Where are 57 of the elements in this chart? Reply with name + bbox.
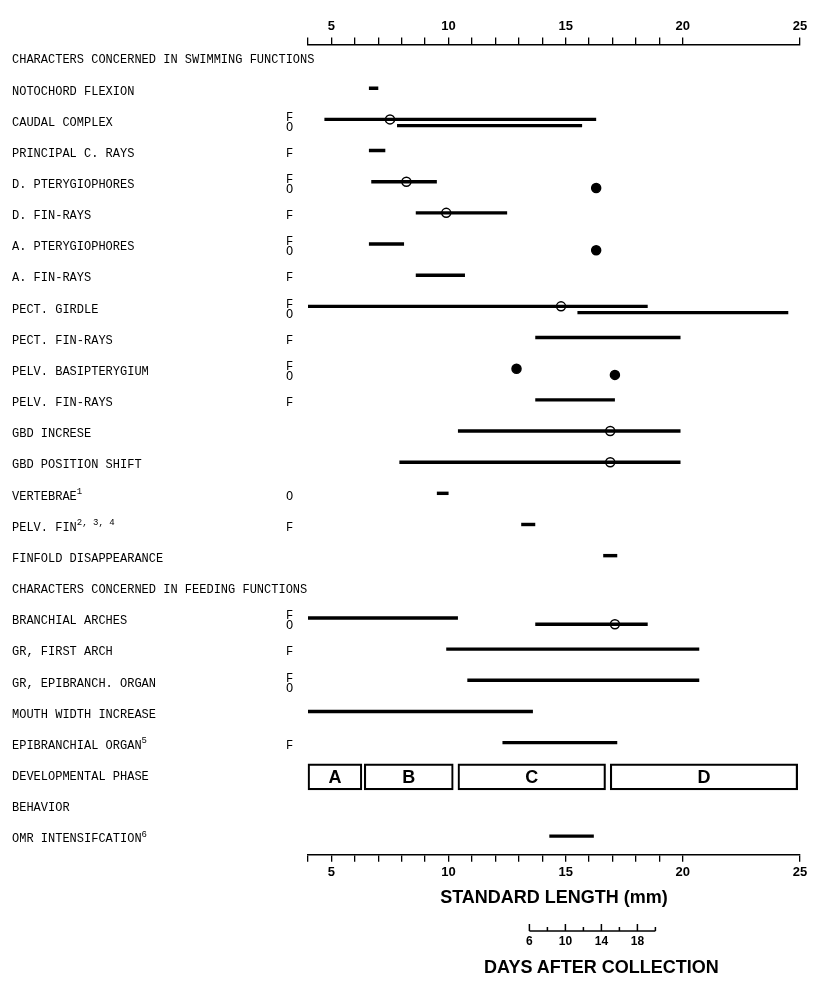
y-tick-label: DEVELOPMENTAL PHASE [12,770,149,785]
y2-tick-label: F O [286,671,294,696]
text: 14 [594,934,609,949]
y2-tick-label: F [286,209,294,224]
x-tick-label: 20 [675,864,691,880]
y-tick-label: BEHAVIOR [12,801,70,816]
text: 18 [630,934,645,949]
y-tick-label: A. FIN-RAYS [12,271,92,286]
x-tick-label: 5 [327,864,336,880]
y-tick-label: D. PTERYGIOPHORES [12,178,135,192]
y-tick-label: CHARACTERS CONCERNED IN SWIMMING FUNCTIONS [12,53,315,68]
data-label: B [402,766,416,787]
y-tick-label: A. PTERYGIOPHORES [12,240,135,255]
x-tick-label: 15 [558,864,573,880]
y2-tick-label: F [286,146,294,161]
y-tick-label: PRINCIPAL C. RAYS [12,146,135,161]
text: DAYS AFTER COLLECTION [484,956,719,977]
y-tick-label: FINFOLD DISAPPEARANCE [12,551,164,566]
x2-tick-label: 20 [675,18,691,34]
y2-tick-label: F [286,520,294,535]
x2-tick-label: 10 [441,18,456,34]
y-tick-label: GR, FIRST ARCH [12,645,113,660]
y2-tick-label: F O [286,173,294,197]
y-tick-label: PECT. FIN-RAYS [12,333,113,348]
y2-tick-label: F O [286,235,294,260]
y-tick-label: GBD POSITION SHIFT [12,458,142,473]
y-tick-label: NOTOCHORD FLEXION [12,84,135,99]
y-tick-label: CAUDAL COMPLEX [12,115,113,130]
y-tick-label: D. FIN-RAYS [12,209,92,224]
y-tick-label: PELV. BASIPTERYGIUM [12,364,149,379]
y-tick-label: PELV. FIN-RAYS [12,396,113,411]
y2-tick-label: F [286,333,294,348]
y2-tick-label: F O [286,609,294,634]
data-label: C [525,766,539,787]
y2-tick-label: O [286,489,294,504]
x-tick-label: 10 [441,864,456,880]
y2-tick-label: F O [286,297,294,322]
data-label: D [697,766,711,787]
y-tick-label: CHARACTERS CONCERNED IN FEEDING FUNCTIONS [12,583,308,598]
text: 6 [526,934,534,949]
y2-tick-label: F [286,396,294,411]
y2-tick-label: F O [286,110,294,135]
y-tick-label: GBD INCRESE [12,427,92,442]
y2-tick-label: F [286,271,294,286]
x2-tick-label: 15 [558,18,573,34]
text: 10 [558,934,573,949]
y-tick-label: PECT. GIRDLE [12,302,99,317]
y2-tick-label: F [286,645,294,660]
x-tick-label: 25 [792,864,808,880]
y-tick-label: MOUTH WIDTH INCREASE [12,707,157,722]
y2-tick-label: F [286,738,294,753]
x-axis-title: STANDARD LENGTH (mm) [440,887,668,908]
y-tick-label: BRANCHIAL ARCHES [12,614,128,629]
x2-tick-label: 5 [327,18,336,34]
y-tick-label: GR, EPIBRANCH. ORGAN [12,676,157,691]
y2-tick-label: F O [286,359,294,384]
x2-tick-label: 25 [792,18,808,34]
